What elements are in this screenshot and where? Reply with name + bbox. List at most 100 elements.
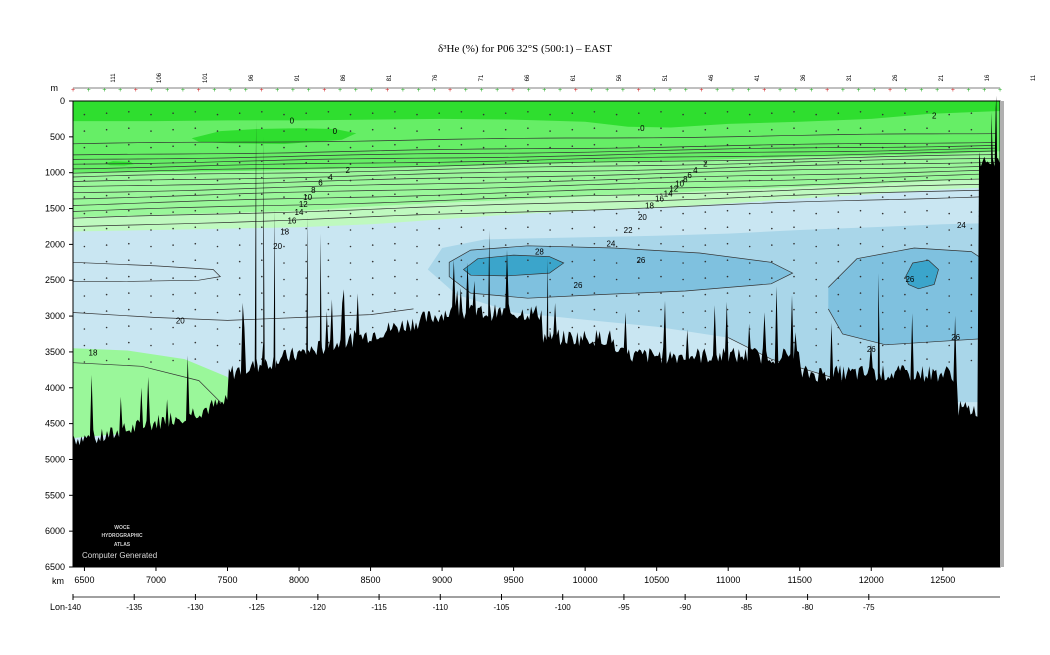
contour-label: 16 <box>655 195 664 204</box>
y-tick-label: 3000 <box>45 311 65 321</box>
contour-label: 2 <box>932 111 937 120</box>
sample-dot <box>726 292 729 294</box>
y-tick-label: 4500 <box>45 419 65 429</box>
sample-dot <box>615 344 618 347</box>
sample-dot <box>726 259 729 262</box>
sample-dot <box>593 341 596 344</box>
sample-dot <box>660 292 662 294</box>
sample-dot <box>105 128 108 131</box>
sample-dot <box>150 196 152 198</box>
contour-line-26-east-b <box>827 308 1001 346</box>
station-marker: + <box>998 87 1002 94</box>
sample-dot <box>682 328 684 330</box>
sample-dot <box>970 145 973 147</box>
sample-dot <box>660 275 662 278</box>
sample-dot <box>859 341 862 344</box>
station-marker: + <box>165 87 169 94</box>
sample-dot <box>948 179 950 182</box>
sample-dot <box>859 111 862 113</box>
sample-dot <box>682 179 684 182</box>
sample-dot <box>638 343 640 345</box>
km-tick-label: 8000 <box>289 575 309 585</box>
sample-dot <box>527 160 529 162</box>
station-marker: + <box>794 87 798 94</box>
sample-dot <box>527 259 529 262</box>
sample-dot <box>261 193 263 195</box>
sample-dot <box>128 209 130 212</box>
sample-dot <box>881 311 884 314</box>
sample-dot <box>704 293 707 296</box>
lon-tick-label: -135 <box>126 603 143 612</box>
sample-dot <box>105 194 108 197</box>
sample-dot <box>948 311 950 314</box>
sample-dot <box>482 245 485 248</box>
sample-dot <box>172 161 174 164</box>
sample-dot <box>771 227 773 230</box>
sample-dot <box>638 227 640 230</box>
sample-dot <box>926 325 928 327</box>
sample-dot <box>261 209 263 212</box>
sample-dot <box>771 326 773 329</box>
right-edge-strip <box>1000 101 1004 567</box>
sample-dot <box>460 209 463 212</box>
sample-dot <box>438 211 441 213</box>
sample-dot <box>238 326 241 329</box>
sample-dot <box>948 278 950 281</box>
sample-dot <box>904 326 906 329</box>
contour-label: 22 <box>978 210 987 219</box>
sample-dot <box>615 179 618 182</box>
sample-dot <box>859 308 862 311</box>
sample-dot <box>593 242 596 245</box>
sample-dot <box>881 229 884 231</box>
lon-tick-label: -95 <box>618 603 630 612</box>
sample-dot <box>615 311 618 314</box>
sample-dot <box>261 275 263 278</box>
sample-dot <box>859 275 862 278</box>
sample-dot <box>859 358 862 360</box>
sample-dot <box>571 260 574 263</box>
sample-dot <box>660 308 662 311</box>
km-unit-label: km <box>52 576 64 586</box>
sample-dot <box>394 193 396 195</box>
sample-dot <box>349 163 352 165</box>
sample-dot <box>238 112 241 114</box>
sample-dot <box>283 113 285 116</box>
sample-dot <box>327 308 330 311</box>
sample-dot <box>926 209 928 212</box>
sample-dot <box>615 163 618 165</box>
sample-dot <box>216 212 219 215</box>
station-marker: + <box>668 87 672 94</box>
sample-dot <box>815 179 817 182</box>
sample-dot <box>859 143 862 146</box>
y-tick-label: 6500 <box>45 562 65 572</box>
sample-dot <box>771 112 773 114</box>
sample-dot <box>970 260 973 263</box>
contour-label: 20 <box>638 213 647 222</box>
station-label: 101 <box>203 72 209 83</box>
sample-dot <box>881 130 884 132</box>
lon-tick-label: -105 <box>493 603 510 612</box>
sample-dot <box>726 127 729 129</box>
sample-dot <box>704 194 707 197</box>
sample-dot <box>926 176 928 179</box>
sample-dot <box>172 293 174 296</box>
contour-line-26-west <box>448 245 794 299</box>
station-marker: + <box>385 87 389 94</box>
sample-dot <box>615 130 618 132</box>
sample-dot <box>150 229 152 231</box>
lon-tick-label: -90 <box>679 603 691 612</box>
sample-dot <box>216 179 219 182</box>
sample-dot <box>859 325 862 327</box>
sample-dot <box>105 145 108 147</box>
sample-dot <box>172 310 174 312</box>
contour-line <box>72 189 996 219</box>
sample-dot <box>371 112 374 114</box>
sample-dot <box>660 242 662 245</box>
sample-dot <box>349 278 352 281</box>
sample-dot <box>926 226 928 228</box>
sample-dot <box>438 277 441 279</box>
sample-dot <box>815 278 817 281</box>
sample-dot <box>682 146 684 149</box>
sample-dot <box>305 227 308 230</box>
sample-dot <box>394 259 396 262</box>
